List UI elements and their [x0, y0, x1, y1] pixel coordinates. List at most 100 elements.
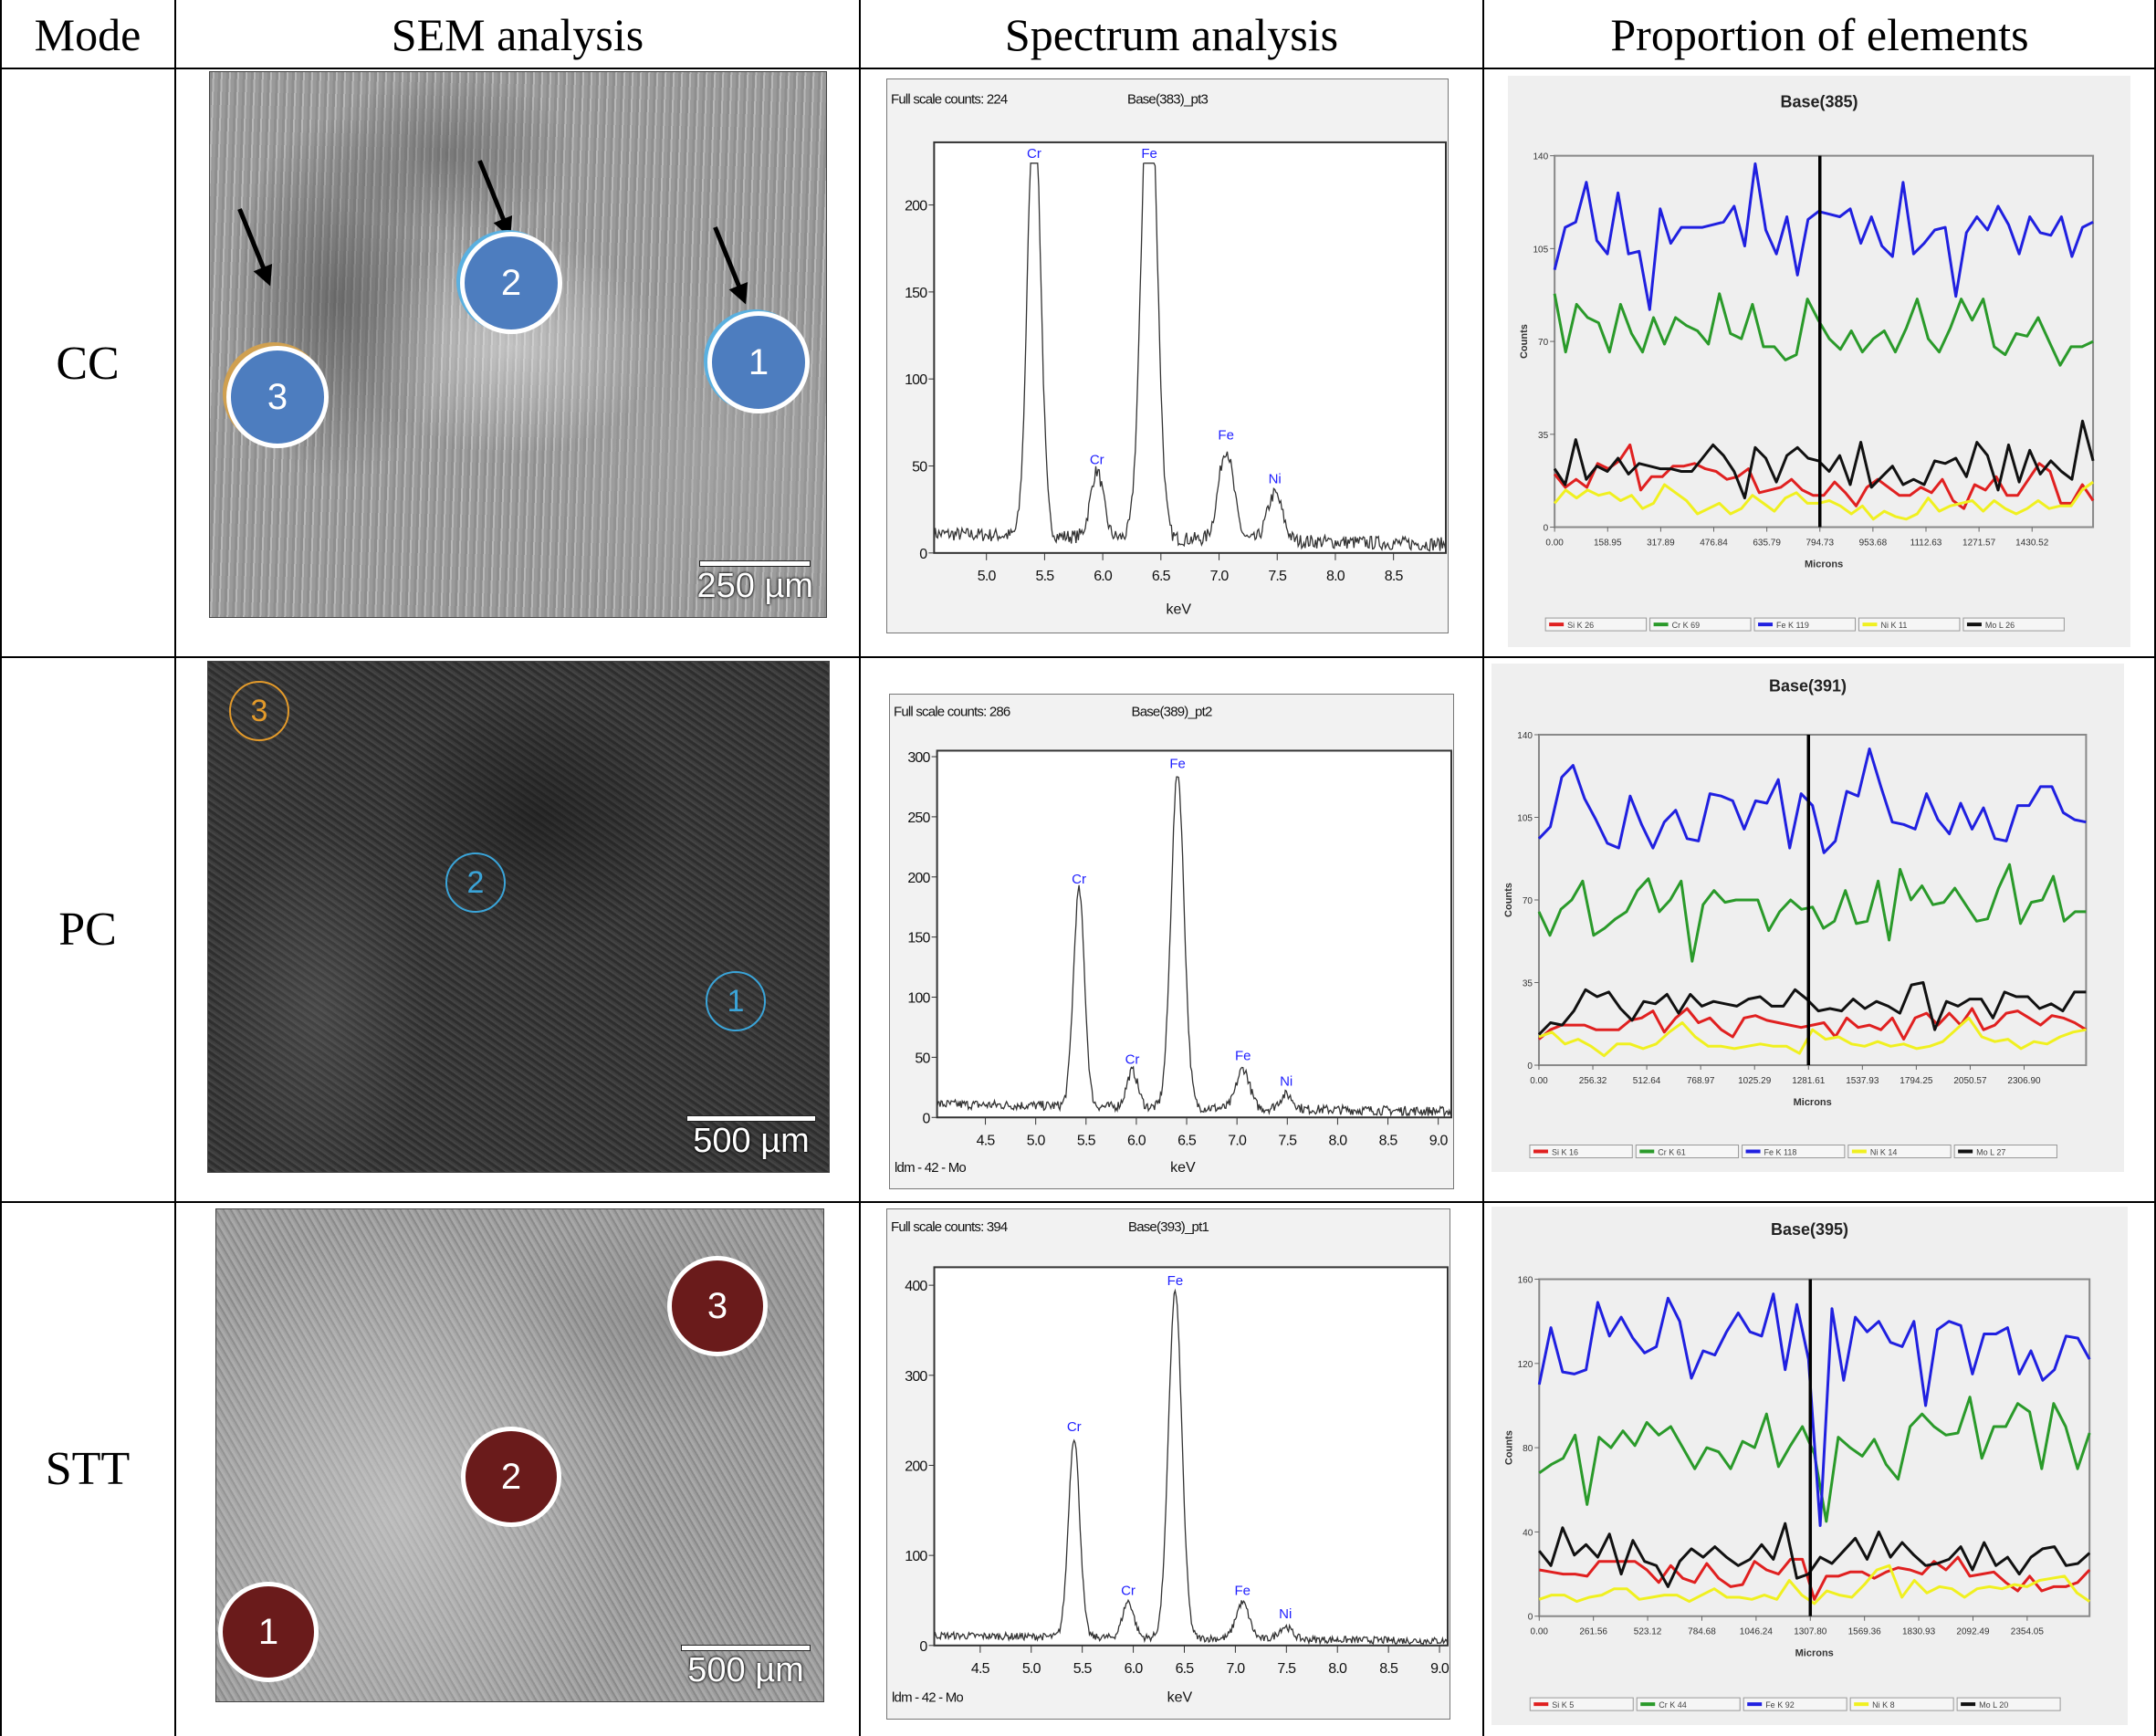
y-tick-label: 80: [1523, 1444, 1533, 1454]
x-tick-label: 0.00: [1545, 539, 1564, 549]
x-tick-label: 476.84: [1700, 539, 1728, 549]
series-line-mo: [1537, 981, 2087, 1036]
y-tick-label: 100: [905, 1549, 927, 1564]
legend-label: Si K 26: [1567, 621, 1594, 630]
scale-bar: 250 µm: [696, 560, 813, 606]
x-axis-label: keV: [1170, 1160, 1196, 1176]
x-tick-label: 6.0: [1094, 569, 1113, 584]
marker-point-1: 1: [218, 1582, 319, 1682]
x-tick-label: 256.32: [1579, 1076, 1607, 1086]
x-tick-label: 8.0: [1328, 1133, 1347, 1148]
y-tick-label: 100: [905, 372, 927, 388]
spectrum-line: [936, 776, 1452, 1118]
legend-label: Cr K 69: [1672, 621, 1701, 630]
marker-point-1: 1: [706, 971, 766, 1031]
element-profile-chart-stt: Base(395) 0 40 80 120 160 0.00 261.56 523.12 784.…: [1491, 1207, 2128, 1725]
arrow-icon: [713, 226, 747, 300]
legend-label: Mo L 20: [1979, 1700, 2008, 1710]
x-tick-label: 1281.61: [1792, 1076, 1826, 1086]
sem-image-cc: 1 2 3 250 µm: [209, 71, 827, 618]
marker-point-3: 3: [226, 346, 329, 448]
legend-label: Ni K 14: [1870, 1148, 1898, 1157]
peak-label-cr: Cr: [1125, 1052, 1140, 1068]
x-tick-label: 6.0: [1127, 1133, 1146, 1148]
legend-label: Ni K 11: [1880, 621, 1907, 630]
x-tick-label: 4.5: [977, 1133, 996, 1148]
spectrum-title: Base(383)_pt3: [1127, 91, 1208, 107]
spectrum-title: Base(389)_pt2: [1131, 704, 1211, 719]
y-tick-label: 105: [1517, 813, 1533, 823]
row-divider: [0, 656, 2156, 658]
y-tick-label: 200: [907, 871, 930, 886]
chart-svg: Full scale counts: 394 Base(393)_pt1 Cr Cr F…: [886, 1208, 1450, 1720]
peak-label-cr: Cr: [1090, 452, 1104, 467]
x-tick-label: 2306.90: [2007, 1076, 2041, 1086]
scale-bar-label: 500 µm: [693, 1122, 810, 1160]
x-tick-label: 635.79: [1753, 539, 1781, 549]
marker-point-2: 2: [445, 852, 506, 913]
peak-label-cr: Cr: [1121, 1583, 1136, 1598]
spectrum-chart-pc: Full scale counts: 286 Base(389)_pt2 Cr Cr F…: [889, 694, 1454, 1189]
element-profile-chart-cc: Base(385) 0 35 70 105 140 0.00 158.95 317.89 476.…: [1508, 76, 2130, 647]
x-tick-label: 7.0: [1228, 1133, 1247, 1148]
marker-point-2: 2: [460, 232, 562, 334]
x-tick-label: 4.5: [971, 1661, 990, 1677]
y-tick-label: 70: [1523, 896, 1533, 906]
scale-bar-line: [686, 1115, 816, 1122]
x-tick-label: 7.5: [1277, 1661, 1296, 1677]
x-tick-label: 6.5: [1177, 1133, 1197, 1148]
x-tick-label: 5.0: [1022, 1661, 1041, 1677]
header-mode: Mode: [34, 8, 141, 60]
legend-item: [1742, 1145, 1846, 1159]
legend-item: [1529, 1697, 1634, 1711]
y-axis-label: Counts: [1503, 883, 1514, 917]
series-line-si: [1539, 1555, 2091, 1601]
peak-label-fe: Fe: [1234, 1583, 1251, 1598]
y-tick-label: 100: [907, 991, 930, 1007]
x-tick-label: 9.0: [1430, 1661, 1450, 1677]
peak-label-cr: Cr: [1027, 146, 1041, 162]
legend-label: Cr K 44: [1659, 1700, 1687, 1710]
x-tick-label: 261.56: [1579, 1627, 1607, 1637]
plot-area: [933, 1266, 1449, 1647]
chart-svg: Base(391) 0 35 70 105 140 0.00 256.32 512.64 768.…: [1491, 664, 2124, 1172]
detector-label: ldm - 42 - Mo: [892, 1689, 963, 1705]
y-tick-label: 0: [919, 1639, 927, 1655]
x-tick-label: 7.0: [1226, 1661, 1245, 1677]
x-tick-label: 8.5: [1379, 1661, 1398, 1677]
y-tick-label: 120: [1518, 1360, 1533, 1370]
peak-label-cr: Cr: [1072, 872, 1086, 887]
header-proportion-of-elements: Proportion of elements: [1610, 8, 2029, 60]
x-tick-label: 1794.25: [1900, 1076, 1933, 1086]
profile-title: Base(385): [1780, 92, 1858, 110]
legend-item: [1847, 1145, 1952, 1159]
legend-label: Ni K 8: [1872, 1700, 1895, 1710]
series-line-mo: [1538, 1522, 2091, 1588]
profile-title: Base(395): [1771, 1220, 1848, 1239]
element-profile-chart-pc: Base(391) 0 35 70 105 140 0.00 256.32 512.64 768.…: [1491, 664, 2124, 1172]
y-tick-label: 200: [905, 199, 927, 214]
x-tick-label: 8.5: [1385, 569, 1404, 584]
x-tick-label: 1537.93: [1846, 1076, 1879, 1086]
y-tick-label: 0: [1544, 524, 1549, 534]
legend-item: [1635, 1145, 1740, 1159]
y-tick-label: 150: [905, 286, 927, 301]
x-tick-label: 794.73: [1805, 539, 1834, 549]
peak-label-cr: Cr: [1067, 1419, 1082, 1435]
x-tick-label: 1307.80: [1794, 1627, 1827, 1637]
full-scale-counts: Full scale counts: 286: [894, 704, 1010, 719]
legend-label: Mo L 27: [1976, 1148, 2005, 1157]
legend-item: [1956, 1697, 2061, 1711]
x-tick-label: 9.0: [1429, 1133, 1449, 1148]
x-tick-label: 7.0: [1210, 569, 1230, 584]
arrow-icon: [237, 208, 271, 282]
peak-label-fe: Fe: [1169, 756, 1186, 771]
x-tick-label: 1830.93: [1902, 1627, 1936, 1637]
y-tick-label: 70: [1538, 338, 1549, 348]
x-tick-label: 8.0: [1326, 569, 1345, 584]
legend-item: [1743, 1697, 1847, 1711]
scale-bar: 500 µm: [686, 1115, 816, 1161]
series-line-ni: [1553, 480, 2094, 521]
full-scale-counts: Full scale counts: 394: [891, 1219, 1008, 1235]
